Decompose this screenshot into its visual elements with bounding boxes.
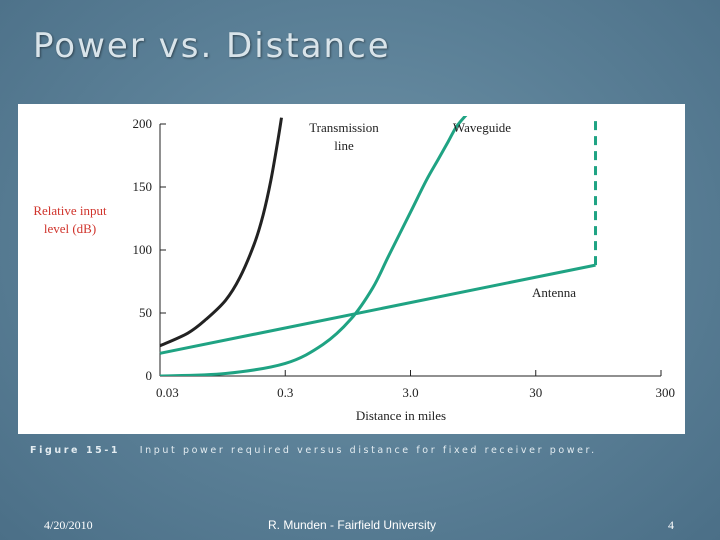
series-label: Transmission xyxy=(309,120,379,135)
figure-caption-text: Input power required versus distance for… xyxy=(139,445,597,456)
y-tick-label: 150 xyxy=(133,179,153,194)
y-tick-label: 0 xyxy=(146,368,153,383)
slide-title: Power vs. Distance xyxy=(33,26,391,66)
figure-panel: 0 50 100 150 200 0.03 0.3 3.0 30 300 Distance in m… xyxy=(18,104,685,434)
footer-author: R. Munden - Fairfield University xyxy=(268,518,437,532)
series-line-0 xyxy=(159,117,283,348)
series-label: line xyxy=(334,138,354,153)
x-tick-label: 3.0 xyxy=(402,385,418,400)
x-tick-label: 0.03 xyxy=(156,385,179,400)
series-line-1 xyxy=(159,116,468,376)
label-layer: 0 50 100 150 200 0.03 0.3 3.0 30 300 Distance in m… xyxy=(33,116,675,423)
series-label: Antenna xyxy=(532,285,576,300)
figure-number: Figure 15-1 xyxy=(30,445,121,456)
y-tick-label: 200 xyxy=(133,116,153,131)
y-tick-label: 50 xyxy=(139,305,152,320)
figure-caption: Figure 15-1 Input power required versus … xyxy=(30,445,710,456)
x-tick-label: 0.3 xyxy=(277,385,293,400)
y-axis-label: level (dB) xyxy=(44,221,96,236)
y-tick-label: 100 xyxy=(133,242,153,257)
x-tick-label: 30 xyxy=(529,385,542,400)
x-axis-label: Distance in miles xyxy=(356,408,446,423)
footer-date: 4/20/2010 xyxy=(44,518,93,532)
x-tick-label: 300 xyxy=(656,385,676,400)
series-layer xyxy=(159,116,598,376)
series-line-2 xyxy=(159,263,596,355)
power-distance-chart: 0 50 100 150 200 0.03 0.3 3.0 30 300 Distance in m… xyxy=(33,116,675,423)
series-label: Waveguide xyxy=(453,120,511,135)
page-number: 4 xyxy=(668,518,674,532)
y-axis-label: Relative input xyxy=(33,203,107,218)
axes-layer xyxy=(159,123,662,377)
